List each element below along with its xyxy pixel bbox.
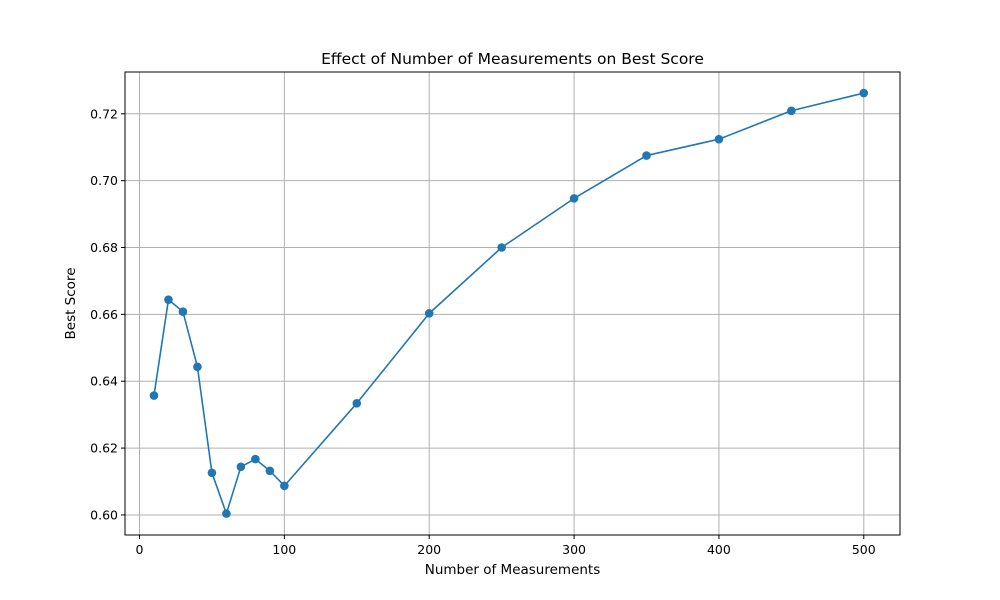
data-point [424,309,434,318]
data-point [714,134,724,144]
x-tick-label: 500 [852,542,876,557]
data-point [497,243,506,252]
y-tick-label: 0.66 [90,307,118,322]
data-point [265,466,275,476]
data-point [280,481,289,491]
y-tick-label: 0.62 [90,441,118,456]
data-point [149,391,159,400]
y-axis-label: Best Score [63,268,79,340]
y-tick-label: 0.70 [90,173,118,188]
x-axis-label: Number of Measurements [425,562,601,578]
data-point [236,462,246,472]
series-line [153,92,864,515]
series-layer [149,88,869,518]
grid [125,72,900,535]
chart-title: Effect of Number of Measurements on Best… [321,50,704,68]
x-tick-label: 200 [417,542,441,557]
x-tick-label: 0 [136,542,144,557]
x-tick-label: 100 [272,542,296,557]
data-point [222,509,231,518]
data-point [787,106,796,116]
data-point [251,454,260,464]
data-point [642,151,651,160]
y-tick-label: 0.68 [90,240,118,255]
y-tick-label: 0.60 [90,507,118,522]
x-tick-label: 300 [562,542,586,557]
plot-frame [124,71,901,536]
data-point [207,468,217,478]
data-point [859,88,869,98]
data-point [569,194,579,203]
data-point [352,398,362,408]
y-tick-label: 0.72 [90,106,118,121]
data-point [164,295,173,304]
data-point [193,362,202,372]
data-point [178,307,188,316]
y-tick-label: 0.64 [90,374,118,389]
axis-ticks: 0 100 200 300 400 500 0.60 0.62 0.64 0.66 0.68 0.70… [90,106,876,557]
x-tick-label: 400 [707,542,731,557]
